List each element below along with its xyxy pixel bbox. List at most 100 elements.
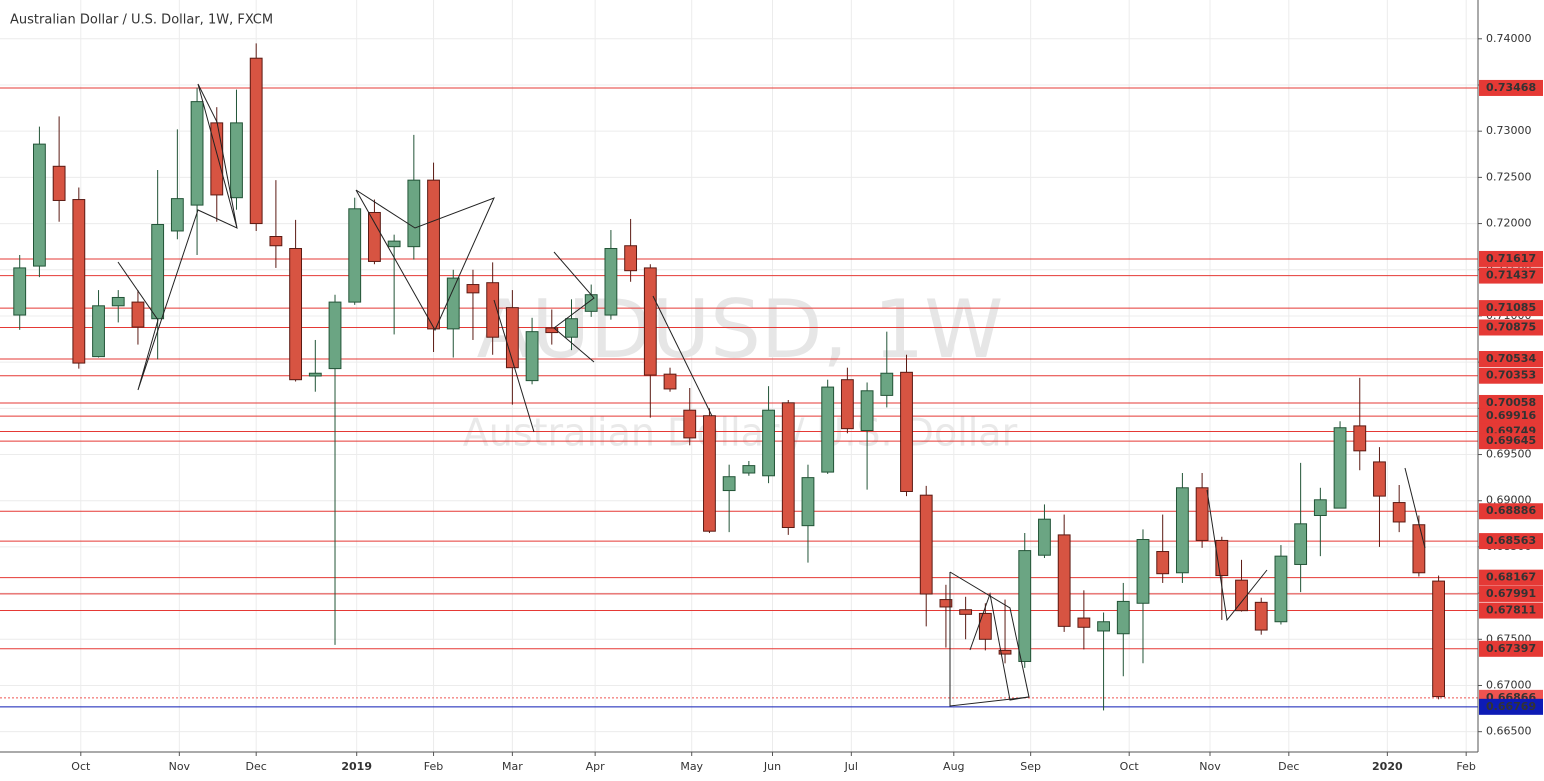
candle-body xyxy=(269,236,283,247)
trend-drawing xyxy=(553,251,595,363)
candle-body xyxy=(387,240,401,248)
candle-body xyxy=(33,143,46,267)
candle-body xyxy=(722,476,736,492)
candle-body xyxy=(742,465,756,474)
candle-body xyxy=(368,211,381,262)
level-label: 0.70353 xyxy=(1486,369,1536,382)
candle-body xyxy=(1333,427,1347,509)
x-tick-label: Oct xyxy=(71,760,91,773)
trend-drawing xyxy=(493,299,535,433)
candle-body xyxy=(880,372,894,396)
candle-body xyxy=(624,245,638,272)
candle-body xyxy=(1313,499,1327,516)
x-tick-label: Mar xyxy=(502,760,523,773)
y-tick-label: 0.73000 xyxy=(1486,124,1532,137)
y-tick-label: 0.67000 xyxy=(1486,678,1532,691)
level-label-box xyxy=(1479,602,1543,619)
x-tick-label: Feb xyxy=(1456,760,1475,773)
candle-body xyxy=(486,282,500,338)
level-label-box xyxy=(1479,408,1543,425)
candle-body xyxy=(683,409,697,439)
level-label: 0.70058 xyxy=(1486,396,1536,409)
chart-title: Australian Dollar / U.S. Dollar, 1W, FXC… xyxy=(10,13,273,28)
level-label: 0.69916 xyxy=(1486,409,1536,422)
candle-body xyxy=(959,609,973,615)
x-tick-label: Apr xyxy=(586,760,606,773)
candle-body xyxy=(1018,550,1032,662)
candle-body xyxy=(663,373,677,390)
x-tick-label: 2020 xyxy=(1372,760,1403,773)
level-label-box xyxy=(1479,433,1543,450)
candle-body xyxy=(939,599,953,608)
candle-body xyxy=(348,208,362,303)
x-tick-label: May xyxy=(680,760,703,773)
drawings xyxy=(117,83,1426,707)
x-tick-label: Oct xyxy=(1120,760,1140,773)
candle-body xyxy=(1057,534,1071,627)
candle-body xyxy=(821,386,835,473)
candle-body xyxy=(249,57,263,225)
candle-body xyxy=(1215,539,1229,577)
candle-body xyxy=(525,331,539,382)
trend-drawing xyxy=(1206,489,1268,622)
candle-body xyxy=(900,371,913,492)
levels xyxy=(0,87,1478,708)
level-label-box xyxy=(1479,533,1543,550)
level-label: 0.68563 xyxy=(1486,534,1536,547)
y-tick-label: 0.72500 xyxy=(1486,170,1532,183)
level-label: 0.71437 xyxy=(1486,269,1536,282)
candle-body xyxy=(427,179,440,330)
level-label: 0.68167 xyxy=(1486,571,1536,584)
candle-body xyxy=(466,284,480,294)
level-label: 0.67991 xyxy=(1486,587,1536,600)
candle-body xyxy=(1116,600,1130,635)
y-tick-label: 0.74000 xyxy=(1486,32,1532,45)
y-tick-label: 0.72000 xyxy=(1486,217,1532,230)
candle-body xyxy=(781,402,795,529)
candle-body xyxy=(840,379,854,430)
candle-body xyxy=(604,248,618,316)
candle-body xyxy=(1392,502,1406,523)
candle-body xyxy=(565,318,578,338)
candle-body xyxy=(170,198,184,232)
candle-body xyxy=(190,101,204,206)
candle-body xyxy=(1274,555,1288,623)
candle-body xyxy=(762,409,775,477)
level-label-box xyxy=(1479,267,1543,284)
x-tick-label: Feb xyxy=(424,760,443,773)
candle-body xyxy=(1195,487,1209,541)
level-label-box xyxy=(1479,569,1543,586)
candle-body xyxy=(1412,524,1426,574)
candle-body xyxy=(328,301,342,370)
level-label-box xyxy=(1479,698,1543,715)
candle-body xyxy=(1077,617,1091,628)
candles xyxy=(13,43,1445,711)
level-label-box xyxy=(1479,394,1543,411)
candle-body xyxy=(998,649,1012,655)
candle-body xyxy=(13,267,27,316)
candle-body xyxy=(1156,551,1170,575)
level-label-box xyxy=(1479,367,1543,384)
candle-body xyxy=(446,277,460,330)
level-label: 0.67397 xyxy=(1486,642,1536,655)
level-label: 0.70875 xyxy=(1486,320,1536,333)
candle-body xyxy=(1432,580,1445,698)
level-label-box xyxy=(1479,351,1543,368)
level-label: 0.68886 xyxy=(1486,504,1536,517)
candle-body xyxy=(1175,487,1189,574)
candle-body xyxy=(643,267,657,376)
candle-body xyxy=(978,612,992,640)
candle-body xyxy=(505,307,519,369)
trend-drawing xyxy=(117,83,238,391)
x-tick-label: Dec xyxy=(246,760,267,773)
candle-body xyxy=(52,165,66,201)
watermark-subtitle: Australian Dollar / U.S. Dollar xyxy=(463,411,1018,455)
x-tick-label: 2019 xyxy=(341,760,372,773)
level-label: 0.71617 xyxy=(1486,252,1536,265)
level-label: 0.69645 xyxy=(1486,434,1536,447)
level-label: 0.70534 xyxy=(1486,352,1536,365)
candle-body xyxy=(308,372,322,377)
candle-body xyxy=(801,477,815,527)
